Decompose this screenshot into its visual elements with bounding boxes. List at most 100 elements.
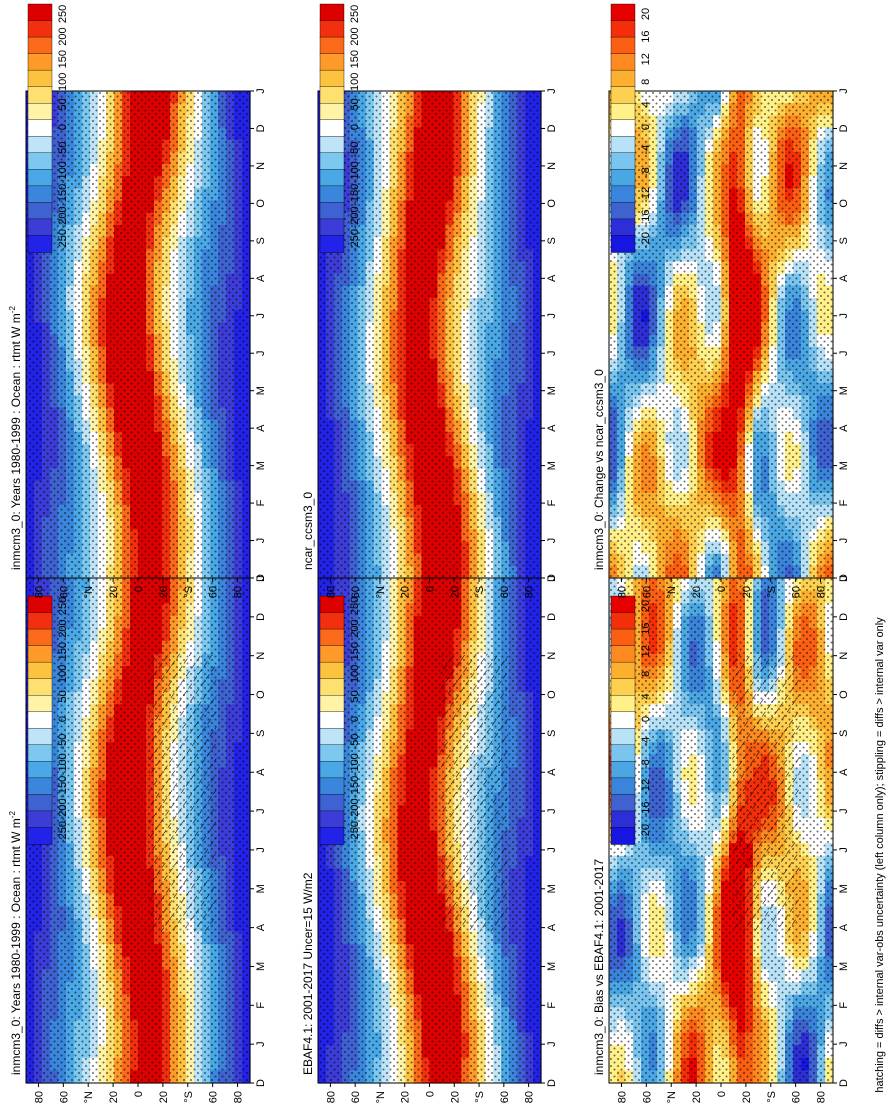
colorbar-swatch [319,628,345,647]
x-tick-label: M [546,386,558,395]
x-tick-label: F [546,1002,558,1009]
colorbar-swatch [27,218,53,237]
x-tick-label: S [255,730,267,737]
colorbar-label: 100 [349,73,361,91]
colorbar-label: 0 [349,716,361,722]
colorbar-label: -150 [57,184,69,206]
colorbar-label: 200 [57,27,69,45]
colorbar-label: 250 [57,597,69,615]
x-tick-label: J [255,350,267,356]
x-tick-label: J [546,88,558,94]
colorbar-swatch [319,711,345,729]
colorbar-swatch [319,3,345,22]
x-tick-label: O [546,199,558,208]
colorbar-swatch [27,761,53,779]
hatching-overlay [440,653,508,932]
y-tick-label: 60 [350,586,362,598]
x-tick-label: J [546,350,558,356]
y-tick-label: 80 [325,586,337,598]
y-tick-label: 60 [350,1091,362,1103]
y-tick-label: °S [183,586,195,598]
colorbar-swatch [319,612,345,630]
colorbar-label: 50 [57,690,69,702]
x-tick-label: A [546,424,558,432]
colorbar-swatch [319,20,345,38]
colorbar-swatch [27,827,53,845]
colorbar-label: 250 [57,5,69,23]
y-tick-label: °N [375,1091,387,1103]
colorbar-swatch [319,794,345,812]
colorbar-swatch [27,810,53,829]
x-tick-label: N [255,162,267,170]
x-tick-label: O [546,690,558,699]
colorbar-label: -50 [57,734,69,750]
colorbar-label: -150 [349,776,361,798]
colorbar-swatch [27,3,53,22]
colorbar-swatch [319,810,345,829]
colorbar-label: 50 [349,98,361,110]
colorbar-label: 150 [57,642,69,660]
colorbar-swatch [319,102,345,121]
colorbar-label: 150 [349,642,361,660]
colorbar-label: -250 [349,229,361,251]
y-tick-label: 80 [325,1091,337,1103]
colorbar-label: 200 [349,619,361,637]
colorbar-swatch [27,744,53,763]
x-tick-label: M [546,962,558,971]
x-tick-label: J [546,1041,558,1047]
colorbar-swatch [27,661,53,680]
y-tick-label: °N [83,586,95,598]
colorbar-label: 100 [57,73,69,91]
y-tick-label: 80 [33,586,45,598]
y-tick-label: 0 [425,1091,437,1097]
colorbar-label: 200 [349,27,361,45]
colorbar-label: -100 [57,753,69,775]
x-tick-label: M [255,461,267,470]
colorbar-label: 50 [57,98,69,110]
y-tick-label: 20 [449,586,461,598]
colorbar-swatch [27,185,53,204]
y-tick-label: 80 [524,586,536,598]
y-tick-label: 20 [108,586,120,598]
colorbar-label: -150 [349,184,361,206]
panel-title: ncar_ccsm3_0 [301,492,315,570]
x-tick-label: D [255,124,267,132]
x-tick-label: D [546,1079,558,1087]
x-tick-label: D [546,574,558,582]
panel-title: inmcm3_0: Years 1980-1999 : Ocean : rtmt… [8,306,23,570]
y-tick-label: 60 [499,586,511,598]
y-tick-label: 80 [233,586,245,598]
colorbar-label: 250 [349,597,361,615]
panel-title: inmcm3_0: Years 1980-1999 : Ocean : rtmt… [8,811,23,1075]
x-tick-label: J [255,88,267,94]
colorbar-label: -250 [57,821,69,843]
x-tick-label: M [255,962,267,971]
y-tick-label: °S [183,1091,195,1103]
y-tick-label: 60 [208,1091,220,1103]
x-tick-label: J [255,313,267,319]
colorbar-swatch [27,69,53,88]
colorbar-swatch [27,711,53,729]
colorbar-swatch [27,777,53,796]
colorbar-swatch [319,235,345,253]
colorbar-swatch [319,695,345,713]
colorbar-swatch [319,777,345,796]
stippling-overlay [318,91,541,578]
panel-title-sup: -2 [8,306,17,314]
x-tick-label: M [546,884,558,893]
x-tick-label: J [546,575,558,581]
y-tick-label: 0 [425,586,437,592]
x-tick-label: J [546,808,558,814]
colorbar-swatch [319,185,345,204]
y-tick-label: °N [375,586,387,598]
y-tick-label: 80 [524,1091,536,1103]
x-tick-label: D [255,1079,267,1087]
y-tick-label: °S [474,1091,486,1103]
